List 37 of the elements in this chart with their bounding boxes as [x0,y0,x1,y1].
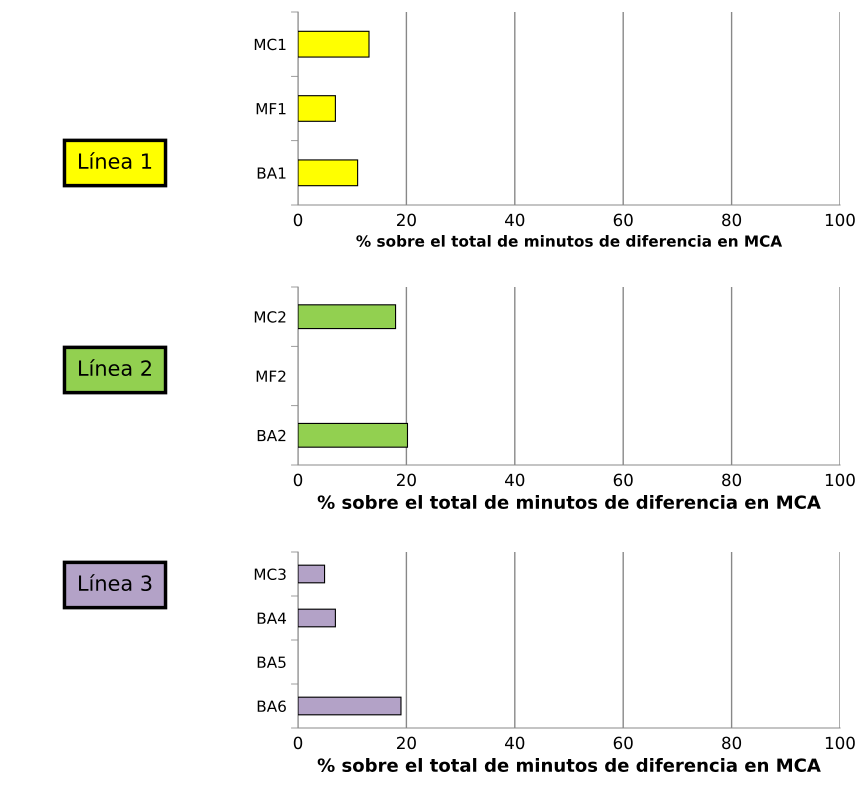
x-axis-title: % sobre el total de minutos de diferencia en MCA [318,495,821,509]
x-tick-label: 80 [722,474,742,486]
bar [298,564,326,584]
y-tick-label: BA4 [258,612,286,624]
x-tick-label: 100 [826,474,855,486]
x-tick-label: 80 [722,214,742,226]
bar [298,696,402,716]
x-tick-label: 80 [722,736,742,750]
y-tick-label: MC2 [254,311,286,323]
y-tick-label: BA6 [258,700,286,712]
bar [298,608,336,628]
x-tick-label: 100 [826,736,855,750]
y-tick-label: MC1 [254,38,286,50]
y-tick-label: BA2 [258,430,286,442]
x-tick-label: 0 [294,214,302,226]
x-tick-label: 60 [614,214,633,226]
x-axis-title: % sobre el total de minutos de diferencia en MCA [356,235,782,247]
y-tick-label: MF2 [256,370,286,382]
x-tick-label: 100 [826,214,855,226]
x-tick-label: 20 [397,214,416,226]
text: Línea 1 [79,152,152,170]
y-tick-label: MC3 [254,568,286,580]
x-tick-label: 20 [397,736,416,750]
text: Línea 2 [79,359,151,376]
x-tick-label: 0 [294,474,302,486]
text: Línea 3 [79,574,152,592]
x-tick-label: 40 [505,736,524,750]
y-tick-label: MF1 [256,103,286,114]
x-tick-label: 60 [614,474,633,486]
x-tick-label: 0 [294,736,302,750]
x-axis-title: % sobre el total de minutos de diferencia en MCA [318,758,821,772]
x-tick-label: 40 [505,214,524,226]
x-tick-label: 60 [614,736,633,750]
x-tick-label: 20 [397,474,416,486]
x-tick-label: 40 [505,474,524,486]
y-tick-label: BA5 [258,656,286,668]
y-tick-label: BA1 [258,168,286,179]
